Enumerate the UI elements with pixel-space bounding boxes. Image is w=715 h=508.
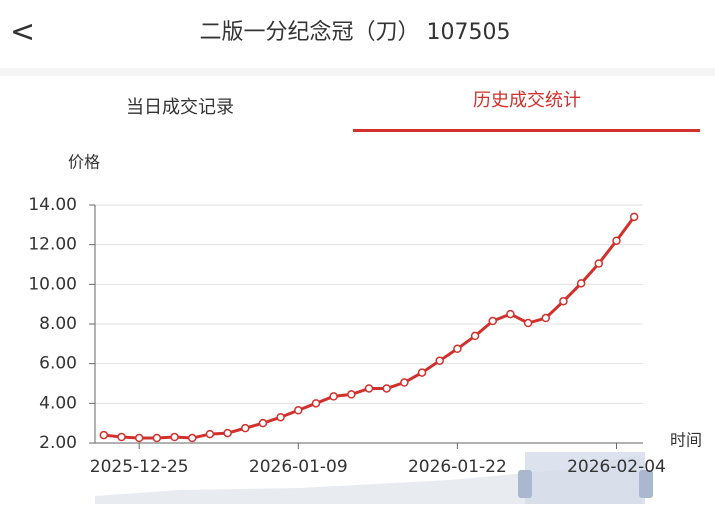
y-tick-label: 14.00 (28, 195, 77, 215)
point (134, 433, 144, 443)
y-tick-label: 6.00 (39, 354, 77, 374)
y-tick-label: 8.00 (39, 314, 77, 334)
point (187, 433, 197, 443)
divider (0, 68, 715, 76)
zoom-window[interactable] (525, 452, 645, 504)
point (417, 368, 427, 377)
point (258, 418, 268, 428)
x-tick-label: 2026-01-22 (408, 457, 507, 477)
y-tick-label: 2.00 (39, 433, 77, 453)
point (205, 429, 215, 439)
point (99, 430, 109, 440)
point (382, 384, 391, 393)
point (523, 318, 533, 328)
point (311, 399, 321, 408)
point (223, 428, 232, 438)
tab-underline (353, 129, 700, 132)
point (329, 392, 338, 401)
back-button[interactable]: < (10, 15, 35, 50)
x-tick-label: 2026-01-09 (249, 457, 348, 477)
zoom-preview (95, 455, 643, 504)
line (103, 216, 636, 440)
page-title: 二版一分纪念冠（刀） 107505 (200, 20, 511, 45)
x-tick-label: 2025-12-25 (90, 457, 189, 477)
point (541, 313, 551, 323)
point (576, 279, 586, 288)
zoom-handle[interactable] (639, 470, 653, 498)
point (117, 432, 126, 442)
point (506, 309, 515, 319)
point (170, 432, 179, 442)
point (470, 331, 480, 341)
point (435, 356, 444, 365)
point (612, 236, 621, 245)
y-axis-label: 价格 (68, 153, 100, 172)
point (241, 423, 250, 433)
y-tick-label: 12.00 (28, 235, 77, 255)
y-tick-label: 10.00 (28, 274, 77, 294)
point (453, 344, 462, 354)
point (152, 433, 162, 443)
y-tick-label: 4.00 (39, 393, 77, 413)
point (364, 384, 374, 393)
point (276, 412, 285, 422)
zoom-handle[interactable] (518, 470, 532, 498)
point (347, 390, 356, 399)
point (559, 296, 568, 306)
point (594, 259, 604, 268)
data-zoom[interactable] (95, 452, 653, 504)
x-axis-label: 时间 (670, 431, 702, 450)
point (629, 212, 639, 222)
x-tick-label: 2026-02-04 (567, 457, 666, 477)
point (400, 378, 409, 387)
tab-active[interactable]: 历史成交统计 (473, 90, 581, 111)
tab[interactable]: 当日成交记录 (126, 97, 234, 118)
point (294, 406, 303, 415)
point (488, 316, 497, 326)
